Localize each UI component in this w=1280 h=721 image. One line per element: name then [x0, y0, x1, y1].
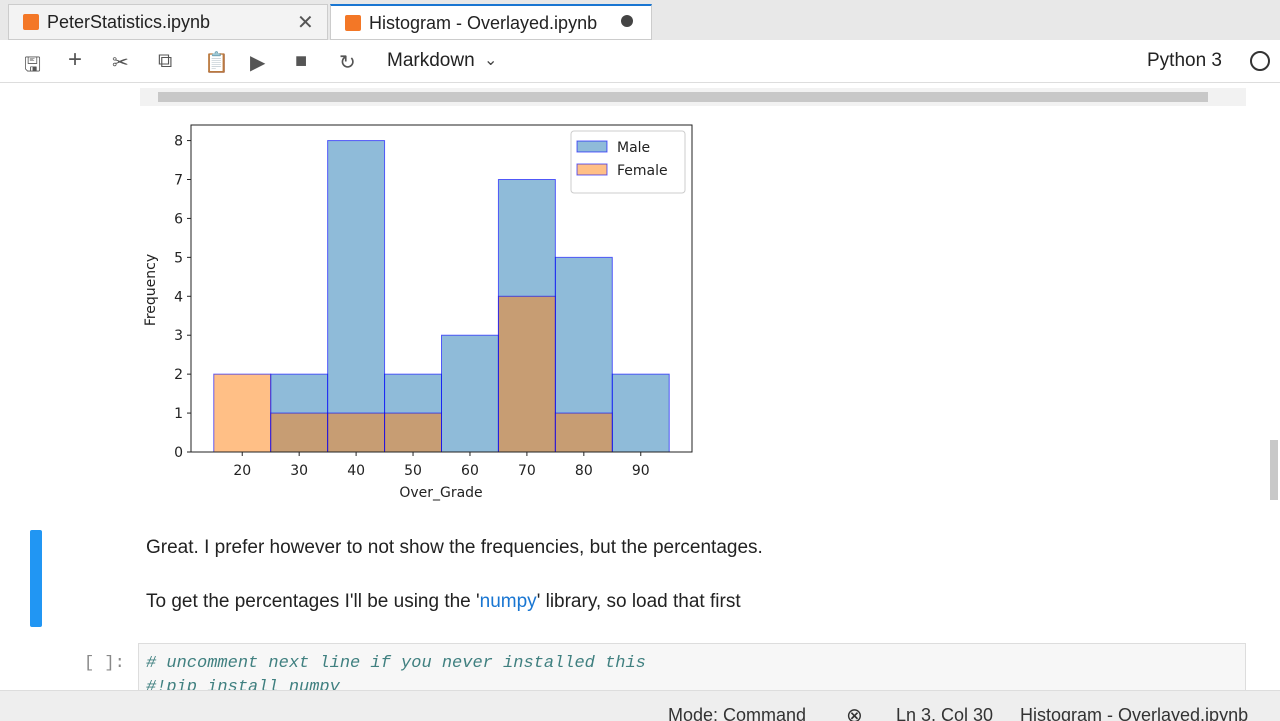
- mode: Mode: Command: [668, 705, 807, 721]
- x-axis-label: Over_Grade: [399, 485, 482, 501]
- histogram: Frequency Over_Grade 0 1 2 3 4 5 6 7 8 20 30 40 50 60…: [143, 124, 693, 501]
- scroll-thumb[interactable]: [158, 92, 1208, 102]
- run-icon[interactable]: ▶: [250, 52, 266, 74]
- x-tick-label: 60: [461, 463, 479, 479]
- dropdown-arrow[interactable]: ⌄: [484, 52, 498, 69]
- tab-title[interactable]: Histogram - Overlayed.ipynb: [369, 13, 598, 33]
- tab[interactable]: PeterStatistics.ipynb ✕: [8, 4, 328, 40]
- text: To get the percentages I'll be using the…: [146, 591, 480, 612]
- code-line: # uncomment next line if you never insta…: [146, 654, 646, 673]
- save-icon[interactable]: 🖫: [24, 54, 42, 76]
- legend-swatch: [576, 163, 608, 176]
- bar: [554, 412, 613, 453]
- close-icon[interactable]: ✕: [297, 12, 314, 34]
- markdown-text: To get the percentages I'll be using the…: [146, 591, 741, 613]
- tab-active[interactable]: Histogram - Overlayed.ipynb: [330, 4, 652, 40]
- h-scrollbar[interactable]: [140, 88, 1246, 106]
- bar: [213, 373, 272, 453]
- y-tick-label: 6: [174, 211, 183, 227]
- copy-icon[interactable]: ⧉: [158, 50, 173, 72]
- cell-prompt: [ ]:: [84, 654, 125, 673]
- x-tick-label: 40: [347, 463, 365, 479]
- y-tick-label: 8: [174, 134, 183, 150]
- cell-type-dropdown[interactable]: Markdown: [387, 50, 475, 71]
- y-tick-label: 0: [174, 445, 183, 461]
- markdown-text: Great. I prefer however to not show the …: [146, 537, 763, 558]
- y-tick-label: 4: [174, 289, 183, 305]
- tab-bar: PeterStatistics.ipynb ✕ Histogram - Over…: [0, 0, 1280, 40]
- paste-icon[interactable]: 📋: [204, 52, 229, 74]
- link[interactable]: numpy: [479, 591, 537, 612]
- kernel-status: [1250, 51, 1270, 71]
- x-tick-label: 80: [575, 463, 593, 479]
- notebook-icon: [345, 15, 361, 31]
- x-tick-label: 30: [290, 463, 308, 479]
- bar: [327, 140, 386, 453]
- y-tick-label: 2: [174, 367, 183, 383]
- cell-selection-bar: [30, 530, 42, 627]
- y-axis-label: Frequency: [143, 254, 159, 326]
- unsaved-dot: [621, 15, 633, 27]
- status-bar: Mode: Command ⊗ Ln 3, Col 30 Histogram -…: [0, 690, 1280, 721]
- axes-frame: [190, 124, 693, 453]
- legend-swatch: [576, 140, 608, 153]
- y-tick-label: 1: [174, 406, 183, 422]
- stop-icon[interactable]: ■: [295, 50, 308, 72]
- bar: [441, 334, 499, 453]
- x-tick-label: 20: [233, 463, 251, 479]
- restart-icon[interactable]: ↻: [339, 52, 356, 74]
- legend-label: Female: [617, 163, 668, 179]
- bar: [327, 412, 386, 453]
- kernel-name[interactable]: Python 3: [1147, 50, 1222, 71]
- bar: [497, 295, 556, 453]
- x-tick-label: 50: [404, 463, 422, 479]
- code-cell[interactable]: [138, 643, 1246, 695]
- notebook-icon: [23, 14, 39, 30]
- y-tick-label: 7: [174, 173, 183, 189]
- file-name: Histogram - Overlayed.ipynb: [1020, 705, 1249, 721]
- bar: [384, 412, 442, 453]
- cut-icon[interactable]: ✂: [112, 52, 129, 74]
- tab-title[interactable]: PeterStatistics.ipynb: [47, 12, 211, 32]
- x-tick-label: 90: [632, 463, 650, 479]
- add-icon[interactable]: +: [68, 46, 83, 73]
- legend-label: Male: [617, 140, 650, 156]
- x-tick-label: 70: [518, 463, 536, 479]
- y-tick-label: 3: [174, 328, 183, 344]
- toolbar: 🖫 + ✂ ⧉ 📋 ▶ ■ ↻ Markdown ⌄ Python 3: [0, 40, 1280, 83]
- y-tick-label: 5: [174, 250, 183, 266]
- bar: [270, 412, 329, 453]
- status-icon: ⊗: [846, 705, 863, 721]
- text: ' library, so load that first: [536, 591, 741, 612]
- bar: [611, 373, 670, 453]
- cursor-position: Ln 3, Col 30: [896, 705, 994, 721]
- v-scrollbar-thumb[interactable]: [1270, 440, 1278, 500]
